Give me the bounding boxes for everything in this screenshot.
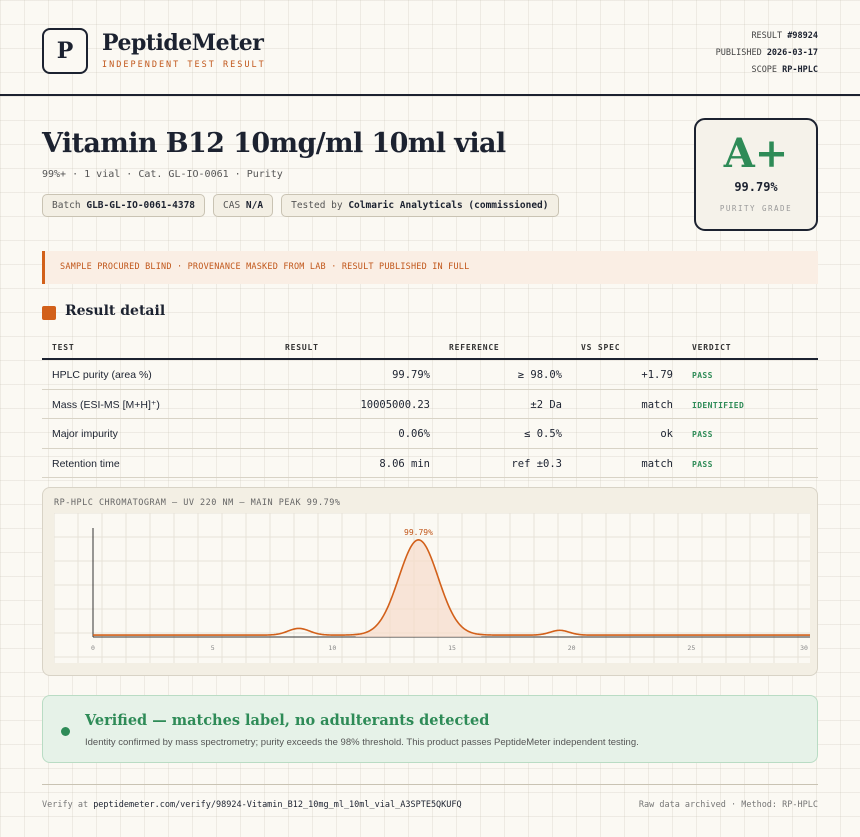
- test-vs-spec: match: [641, 457, 673, 470]
- test-verdict: PASS: [692, 371, 713, 380]
- report-header: P PeptideMeter INDEPENDENT TEST RESULT R…: [0, 0, 860, 96]
- purity-grade-card: A+ 99.79% PURITY GRADE: [694, 118, 818, 231]
- col-reference: REFERENCE: [449, 343, 500, 352]
- report-footer: Verify at peptidemeter.com/verify/98924-…: [42, 784, 818, 810]
- batch-label: Batch: [52, 200, 81, 211]
- x-tick-label: 30: [800, 644, 808, 652]
- brand-name: PeptideMeter: [102, 30, 264, 56]
- square-icon: [42, 306, 56, 320]
- test-name: Mass (ESI-MS [M+H]⁺): [52, 398, 160, 411]
- test-name: Retention time: [52, 457, 120, 470]
- test-reference: ±2 Da: [530, 398, 562, 411]
- result-id: #98924: [787, 31, 818, 41]
- batch-value: GLB-GL-IO-0061-4378: [86, 200, 196, 211]
- verified-banner: Verified — matches label, no adulterants…: [42, 695, 818, 763]
- grade-letter: A+: [723, 130, 789, 177]
- x-tick-label: 10: [328, 644, 336, 652]
- product-title: Vitamin B12 10mg/ml 10ml vial: [42, 128, 506, 159]
- chart-grid: [54, 513, 810, 663]
- blind-notice: SAMPLE PROCURED BLIND · PROVENANCE MASKE…: [42, 251, 818, 284]
- peak-annotation: 99.79%: [404, 528, 433, 537]
- scope-value: RP-HPLC: [782, 65, 818, 75]
- cas-chip: CAS N/A: [213, 194, 274, 217]
- verify-label: Verify at: [42, 800, 89, 810]
- scope-label: SCOPE: [751, 65, 778, 75]
- test-result: 8.06 min: [379, 457, 430, 470]
- product-subtitle: 99%+ · 1 vial · Cat. GL-IO-0061 · Purity: [42, 169, 283, 180]
- col-verdict: VERDICT: [692, 343, 732, 352]
- test-reference: ref ±0.3: [511, 457, 562, 470]
- col-result: RESULT: [285, 343, 319, 352]
- test-result: 99.79%: [392, 369, 430, 381]
- table-row: Mass (ESI-MS [M+H]⁺) 10005000.23 ±2 Da m…: [42, 390, 818, 419]
- logo-icon: P: [42, 28, 88, 74]
- results-table: TEST RESULT REFERENCE VS SPEC VERDICT HP…: [42, 337, 818, 478]
- batch-chip: Batch GLB-GL-IO-0061-4378: [42, 194, 206, 217]
- footer-method: Raw data archived · Method: RP-HPLC: [638, 800, 818, 810]
- x-tick-label: 5: [211, 644, 215, 652]
- x-tick-label: 25: [687, 644, 695, 652]
- chromatogram-panel: RP-HPLC CHROMATOGRAM — UV 220 NM — MAIN …: [42, 487, 818, 676]
- test-reference: ≥ 98.0%: [517, 369, 562, 381]
- result-label: RESULT: [751, 31, 783, 41]
- section-title: Result detail: [65, 303, 166, 319]
- col-test: TEST: [52, 343, 75, 352]
- tested-by-chip: Tested by Colmaric Analyticals (commissi…: [281, 194, 559, 217]
- test-vs-spec: +1.79: [641, 369, 673, 381]
- table-row: Major impurity 0.06% ≤ 0.5% ok PASS: [42, 419, 818, 449]
- main-peak-area: [355, 539, 482, 637]
- product-chips: Batch GLB-GL-IO-0061-4378 CAS N/A Tested…: [42, 194, 559, 217]
- grade-label: PURITY GRADE: [719, 204, 793, 213]
- grade-value: 99.79%: [734, 180, 778, 194]
- test-verdict: IDENTIFIED: [692, 400, 745, 410]
- chromatogram-title: RP-HPLC CHROMATOGRAM — UV 220 NM — MAIN …: [54, 498, 341, 508]
- table-header: TEST RESULT REFERENCE VS SPEC VERDICT: [42, 337, 818, 360]
- verify-text: Verify at peptidemeter.com/verify/98924-…: [42, 800, 462, 810]
- table-row: HPLC purity (area %) 99.79% ≥ 98.0% +1.7…: [42, 360, 818, 390]
- test-name: Major impurity: [52, 428, 118, 440]
- tested-label: Tested by: [291, 200, 343, 211]
- verified-title: Verified — matches label, no adulterants…: [85, 712, 490, 729]
- x-tick-labels: 0 5 10 15 20 25 30: [91, 644, 808, 652]
- verify-link[interactable]: peptidemeter.com/verify/98924-Vitamin_B1…: [93, 800, 462, 810]
- test-verdict: PASS: [692, 459, 713, 469]
- published-date: 2026-03-17: [766, 48, 818, 58]
- x-tick-label: 0: [91, 644, 95, 652]
- x-tick-label: 20: [568, 644, 576, 652]
- test-vs-spec: ok: [660, 428, 673, 440]
- result-meta: RESULT #98924 PUBLISHED 2026-03-17 SCOPE…: [716, 28, 818, 79]
- cas-label: CAS: [223, 200, 241, 211]
- chromatogram-chart: 99.79% 0 5 10 15 20 25 30: [54, 513, 810, 663]
- table-row: Retention time 8.06 min ref ±0.3 match P…: [42, 449, 818, 478]
- check-dot-icon: [61, 727, 70, 736]
- chromatogram-trace: [93, 539, 810, 636]
- test-result: 0.06%: [398, 428, 430, 440]
- brand-subtitle: INDEPENDENT TEST RESULT: [102, 60, 266, 70]
- tested-value: Colmaric Analyticals (commissioned): [348, 200, 549, 211]
- col-vs-spec: VS SPEC: [581, 343, 621, 352]
- test-vs-spec: match: [641, 398, 673, 411]
- test-verdict: PASS: [692, 430, 713, 439]
- verified-subtitle: Identity confirmed by mass spectrometry;…: [85, 737, 639, 748]
- test-reference: ≤ 0.5%: [524, 428, 562, 440]
- cas-value: N/A: [245, 200, 264, 211]
- test-name: HPLC purity (area %): [52, 369, 152, 381]
- x-tick-label: 15: [448, 644, 456, 652]
- test-result: 10005000.23: [360, 398, 430, 411]
- published-label: PUBLISHED: [715, 48, 762, 58]
